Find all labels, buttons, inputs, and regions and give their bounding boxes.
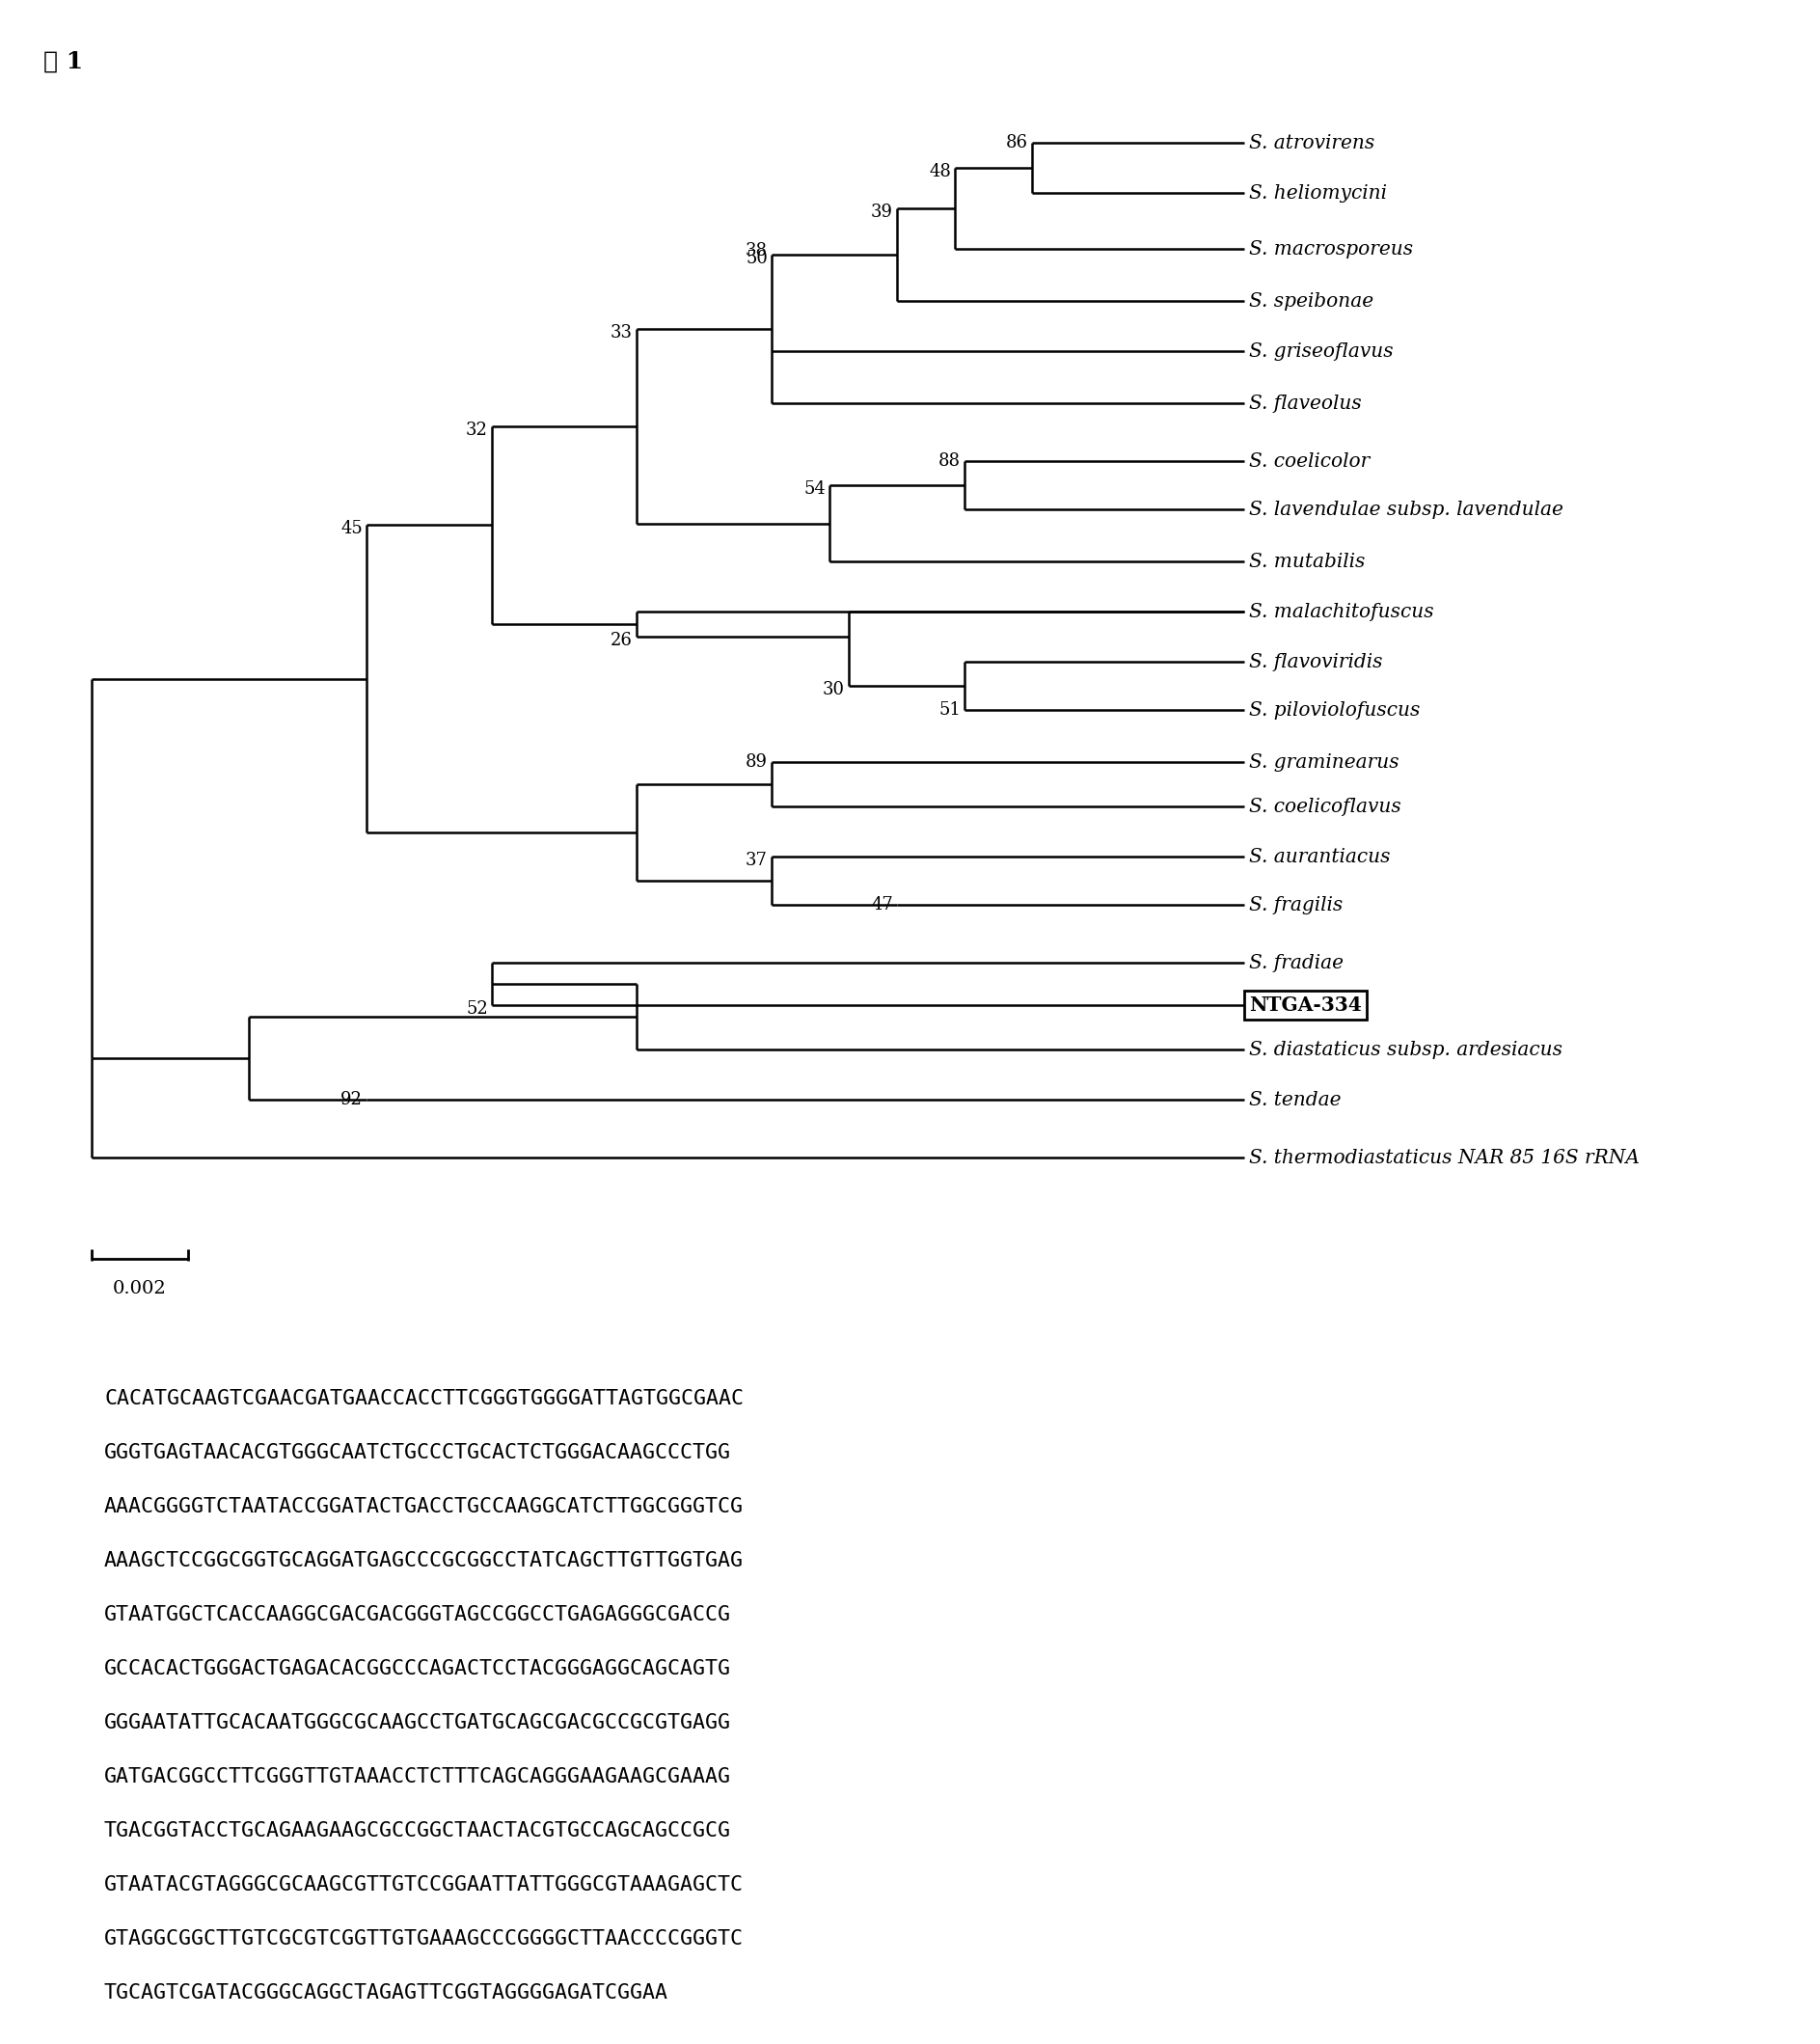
Text: 47: 47: [872, 895, 894, 914]
Text: S. mutabilis: S. mutabilis: [1249, 552, 1365, 570]
Text: 33: 33: [610, 325, 633, 341]
Text: GTAATGGCTCACCAAGGCGACGACGGGTAGCCGGCCTGAGAGGGCGACCG: GTAATGGCTCACCAAGGCGACGACGGGTAGCCGGCCTGAG…: [104, 1605, 732, 1625]
Text: 38: 38: [746, 241, 768, 260]
Text: S. flaveolus: S. flaveolus: [1249, 394, 1361, 413]
Text: S. aurantiacus: S. aurantiacus: [1249, 848, 1390, 867]
Text: S. piloviolofuscus: S. piloviolofuscus: [1249, 701, 1420, 719]
Text: S. speibonae: S. speibonae: [1249, 292, 1374, 311]
Text: TGCAGTCGATACGGGCAGGCTAGAGTTCGGTAGGGGAGATCGGAA: TGCAGTCGATACGGGCAGGCTAGAGTTCGGTAGGGGAGAT…: [104, 1983, 668, 2003]
Text: AAACGGGGTCTAATACCGGATACTGACCTGCCAAGGCATCTTGGCGGGTCG: AAACGGGGTCTAATACCGGATACTGACCTGCCAAGGCATC…: [104, 1496, 744, 1517]
Text: S. griseoflavus: S. griseoflavus: [1249, 341, 1394, 360]
Text: 50: 50: [746, 249, 768, 268]
Text: GGGTGAGTAACACGTGGGCAATCTGCCCTGCACTCTGGGACAAGCCCTGG: GGGTGAGTAACACGTGGGCAATCTGCCCTGCACTCTGGGA…: [104, 1443, 732, 1461]
Text: AAAGCTCCGGCGGTGCAGGATGAGCCCGCGGCCTATCAGCTTGTTGGTGAG: AAAGCTCCGGCGGTGCAGGATGAGCCCGCGGCCTATCAGC…: [104, 1551, 744, 1570]
Text: 图 1: 图 1: [44, 51, 84, 74]
Text: 54: 54: [804, 480, 826, 499]
Text: S. macrosporeus: S. macrosporeus: [1249, 239, 1412, 258]
Text: 30: 30: [823, 681, 844, 699]
Text: S. graminearus: S. graminearus: [1249, 752, 1400, 771]
Text: GGGAATATTGCACAATGGGCGCAAGCCTGATGCAGCGACGCCGCGTGAGG: GGGAATATTGCACAATGGGCGCAAGCCTGATGCAGCGACG…: [104, 1713, 732, 1733]
Text: NTGA-334: NTGA-334: [1249, 995, 1361, 1014]
Text: S. atrovirens: S. atrovirens: [1249, 133, 1374, 151]
Text: S. coelicolor: S. coelicolor: [1249, 452, 1370, 470]
Text: 92: 92: [340, 1091, 362, 1108]
Text: TGACGGTACCTGCAGAAGAAGCGCCGGCTAACTACGTGCCAGCAGCCGCG: TGACGGTACCTGCAGAAGAAGCGCCGGCTAACTACGTGCC…: [104, 1821, 732, 1840]
Text: 48: 48: [928, 164, 952, 180]
Text: 52: 52: [466, 1000, 488, 1018]
Text: 51: 51: [939, 701, 961, 719]
Text: 32: 32: [466, 421, 488, 439]
Text: S. thermodiastaticus NAR 85 16S rRNA: S. thermodiastaticus NAR 85 16S rRNA: [1249, 1149, 1640, 1167]
Text: 86: 86: [1006, 135, 1028, 151]
Text: S. fragilis: S. fragilis: [1249, 895, 1343, 914]
Text: CACATGCAAGTCGAACGATGAACCACCTTCGGGTGGGGATTAGTGGCGAAC: CACATGCAAGTCGAACGATGAACCACCTTCGGGTGGGGAT…: [104, 1390, 744, 1408]
Text: S. flavoviridis: S. flavoviridis: [1249, 652, 1383, 670]
Text: GCCACACTGGGACTGAGACACGGCCCAGACTCCTACGGGAGGCAGCAGTG: GCCACACTGGGACTGAGACACGGCCCAGACTCCTACGGGA…: [104, 1660, 732, 1678]
Text: S. coelicoflavus: S. coelicoflavus: [1249, 797, 1401, 816]
Text: GATGACGGCCTTCGGGTTGTAAACCTCTTTCAGCAGGGAAGAAGCGAAAG: GATGACGGCCTTCGGGTTGTAAACCTCTTTCAGCAGGGAA…: [104, 1768, 732, 1786]
Text: S. malachitofuscus: S. malachitofuscus: [1249, 603, 1434, 621]
Text: GTAATACGTAGGGCGCAAGCGTTGTCCGGAATTATTGGGCGTAAAGAGCTC: GTAATACGTAGGGCGCAAGCGTTGTCCGGAATTATTGGGC…: [104, 1874, 744, 1895]
Text: 26: 26: [612, 632, 633, 650]
Text: 39: 39: [872, 204, 894, 221]
Text: 88: 88: [939, 452, 961, 470]
Text: GTAGGCGGCTTGTCGCGTCGGTTGTGAAAGCCCGGGGCTTAACCCCGGGTC: GTAGGCGGCTTGTCGCGTCGGTTGTGAAAGCCCGGGGCTT…: [104, 1930, 744, 1948]
Text: 89: 89: [746, 754, 768, 771]
Text: S. diastaticus subsp. ardesiacus: S. diastaticus subsp. ardesiacus: [1249, 1040, 1563, 1059]
Text: 0.002: 0.002: [113, 1280, 167, 1298]
Text: S. tendae: S. tendae: [1249, 1091, 1341, 1108]
Text: S. heliomycini: S. heliomycini: [1249, 184, 1387, 202]
Text: 45: 45: [340, 521, 362, 538]
Text: S. lavendulae subsp. lavendulae: S. lavendulae subsp. lavendulae: [1249, 501, 1563, 519]
Text: 37: 37: [746, 852, 768, 869]
Text: S. fradiae: S. fradiae: [1249, 953, 1343, 971]
